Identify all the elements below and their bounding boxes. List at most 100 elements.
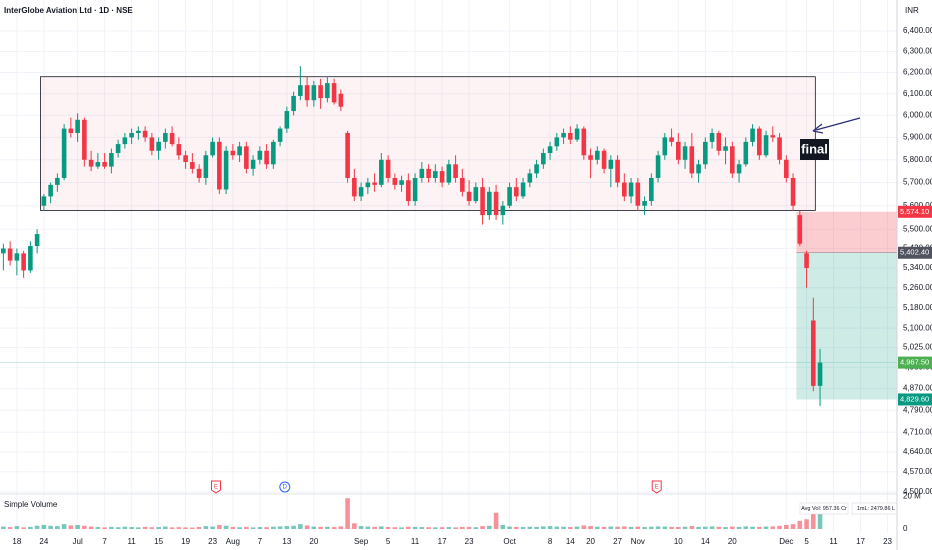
volume-bar [365, 526, 371, 529]
candle-body [595, 150, 600, 160]
volume-bar [743, 526, 749, 529]
price-tag [898, 205, 932, 218]
candle-body [514, 187, 519, 197]
volume-bar [561, 526, 566, 529]
volume-bar [709, 526, 715, 529]
candle-body [338, 93, 344, 107]
volume-bar [129, 527, 134, 529]
candle-body [662, 137, 668, 156]
candle-body [358, 187, 364, 197]
x-tick-label: 11 [829, 537, 838, 546]
volume-bar [338, 526, 344, 529]
arrow [815, 117, 861, 131]
price-tag-label: 5,574.10 [900, 207, 929, 216]
y-tick-label: 5,500.00 [903, 224, 932, 233]
volume-bar [736, 526, 742, 529]
volume-bar [372, 526, 377, 529]
volume-bar [527, 526, 533, 529]
volume-pane: Avg Vol: 957.36 Cr 1mL: 2479.86 L [1, 498, 901, 529]
volume-bar [230, 527, 236, 529]
candle-body [790, 177, 796, 206]
volume-tick-label: 20 M [903, 492, 921, 501]
candle-body [723, 146, 728, 151]
candle-body [190, 162, 195, 169]
volume-bar [34, 525, 40, 529]
volume-bar [547, 526, 553, 529]
volume-bar [703, 526, 708, 529]
x-tick-label: 20 [586, 537, 595, 546]
candle-body [689, 146, 695, 174]
candle-body [304, 85, 310, 101]
volume-bar [298, 524, 303, 529]
volume-bar [777, 525, 782, 529]
candle-body [682, 146, 688, 160]
volume-bar [237, 527, 242, 529]
volume-bar [250, 527, 256, 529]
volume-bar [595, 526, 600, 529]
volume-bar [142, 526, 148, 529]
volume-bar [480, 526, 485, 529]
candle-body [34, 234, 40, 247]
volume-bar [1, 526, 6, 529]
x-tick-label: Nov [631, 537, 645, 546]
x-tick-label: Dec [779, 537, 793, 546]
candle-body [223, 150, 229, 190]
candle-body [392, 177, 398, 185]
volume-bar [466, 527, 472, 529]
volume-bar [426, 527, 431, 529]
candle-body [797, 215, 803, 244]
volume-bar [318, 526, 323, 529]
x-tick-label: Aug [226, 537, 240, 546]
event-marker [210, 480, 221, 494]
volume-bar [345, 498, 350, 529]
volume-bar [379, 526, 384, 529]
candle-body [676, 141, 681, 160]
volume-bar [649, 526, 654, 529]
currency: INR [905, 6, 919, 15]
arrow-head [812, 123, 824, 134]
candle-body [399, 180, 404, 185]
candle-body [61, 128, 67, 178]
volume-bar [271, 526, 276, 529]
volume-bar [730, 526, 735, 529]
volume-bar [750, 526, 755, 529]
range-box [40, 76, 816, 211]
x-tick-label: 7 [258, 537, 263, 546]
volume-bar [797, 520, 803, 529]
candle-body [169, 132, 175, 145]
candle-body [561, 132, 566, 138]
candle-body [460, 177, 465, 192]
candle-body [257, 150, 263, 160]
volume-bar [41, 524, 47, 529]
candle-body [237, 146, 242, 156]
candle-body [534, 164, 539, 174]
candle-body [601, 150, 607, 169]
volume-bar [682, 526, 688, 529]
candle-body [318, 85, 323, 99]
volume-bar [21, 527, 26, 529]
volume-bar [500, 524, 506, 529]
volume-bar [109, 526, 114, 529]
candle-body [716, 132, 722, 151]
candle-body [628, 182, 634, 197]
volume-bar [217, 524, 222, 529]
volume-bar [331, 527, 337, 529]
volume-bar [284, 526, 290, 529]
volume-bar [696, 526, 701, 529]
candle-body [622, 182, 627, 197]
volume-bar [635, 526, 641, 529]
x-tick-label: Jul [73, 537, 83, 546]
volume-bar [534, 526, 539, 529]
volume-bar [628, 526, 634, 529]
candle-body [156, 141, 161, 151]
y-tick-label: 5,600.00 [903, 201, 932, 210]
volume-bar [493, 512, 499, 529]
candle-body [480, 187, 485, 216]
candle-body [183, 155, 188, 163]
volume-bar [433, 527, 438, 529]
x-tick-label: 23 [465, 537, 474, 546]
y-tick-label: 5,340.00 [903, 263, 932, 272]
candle-body [703, 141, 708, 165]
candle-body [433, 171, 438, 178]
